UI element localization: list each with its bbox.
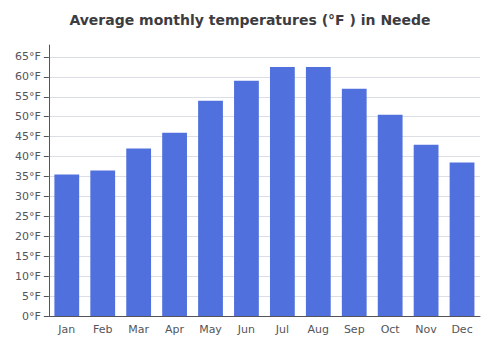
svg-text:Apr: Apr <box>165 323 185 336</box>
svg-text:Oct: Oct <box>381 323 401 336</box>
svg-text:0°F: 0°F <box>22 310 41 323</box>
svg-text:55°F: 55°F <box>15 90 41 103</box>
svg-text:10°F: 10°F <box>15 270 41 283</box>
svg-text:Nov: Nov <box>415 323 437 336</box>
svg-text:5°F: 5°F <box>22 290 41 303</box>
svg-text:Jan: Jan <box>57 323 75 336</box>
svg-text:Sep: Sep <box>344 323 365 336</box>
svg-text:Dec: Dec <box>451 323 472 336</box>
svg-text:May: May <box>199 323 222 336</box>
svg-text:35°F: 35°F <box>15 170 41 183</box>
svg-text:40°F: 40°F <box>15 150 41 163</box>
svg-text:Mar: Mar <box>128 323 149 336</box>
svg-text:15°F: 15°F <box>15 250 41 263</box>
svg-text:50°F: 50°F <box>15 110 41 123</box>
svg-text:60°F: 60°F <box>15 70 41 83</box>
svg-text:Average monthly temperatures (: Average monthly temperatures (°F ) in Ne… <box>69 12 430 28</box>
svg-text:Aug: Aug <box>308 323 329 336</box>
svg-text:Jul: Jul <box>275 323 289 336</box>
svg-text:Jun: Jun <box>237 323 255 336</box>
svg-text:Feb: Feb <box>93 323 112 336</box>
svg-text:65°F: 65°F <box>15 50 41 63</box>
svg-text:20°F: 20°F <box>15 230 41 243</box>
svg-text:30°F: 30°F <box>15 190 41 203</box>
svg-text:25°F: 25°F <box>15 210 41 223</box>
svg-text:45°F: 45°F <box>15 130 41 143</box>
